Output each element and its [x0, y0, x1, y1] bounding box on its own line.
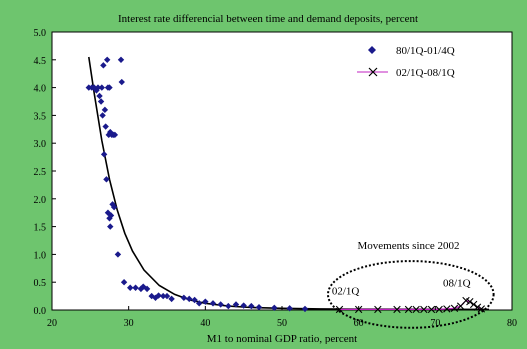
- data-point-series-1: [90, 84, 98, 91]
- legend-label-series-1: 80/1Q-01/4Q: [396, 45, 455, 57]
- data-point-series-1: [106, 84, 113, 91]
- data-point-series-1: [94, 84, 102, 91]
- data-point-series-1: [163, 292, 171, 300]
- data-point-series-1: [96, 92, 103, 100]
- y-tick-label: 2.5: [34, 167, 47, 178]
- x-axis-label: M1 to nominal GDP ratio, percent: [207, 333, 358, 344]
- data-point-series-1: [225, 302, 232, 310]
- y-tick-label: 3.0: [34, 139, 47, 150]
- data-point-series-2: [450, 304, 459, 313]
- legend-marker-x-icon: [368, 67, 378, 77]
- data-point-series-1: [107, 223, 114, 230]
- y-tick-label: 4.5: [34, 56, 47, 67]
- data-point-series-1: [107, 212, 115, 219]
- x-tick-label: 50: [277, 318, 287, 329]
- data-point-series-1: [217, 301, 224, 308]
- x-tick-label: 30: [124, 318, 134, 329]
- data-point-series-1: [102, 123, 109, 130]
- data-point-series-1: [248, 302, 255, 310]
- data-point-series-1: [143, 285, 151, 293]
- data-point-series-1: [301, 305, 309, 313]
- data-point-series-1: [114, 251, 122, 258]
- data-point-series-2: [473, 303, 482, 311]
- annotation-label: 08/1Q: [443, 278, 471, 290]
- data-point-series-2: [443, 305, 451, 313]
- data-point-series-1: [232, 301, 240, 308]
- annotation-label: Movements since 2002: [357, 240, 459, 252]
- annotation-layer: Movements since 2002 02/1Q 08/1Q: [327, 240, 495, 329]
- data-point-series-1: [155, 292, 162, 299]
- data-point-series-2: [374, 305, 382, 314]
- data-point-series-1: [101, 106, 109, 114]
- legend-marker-diamond-icon: [368, 46, 376, 54]
- data-point-series-1: [180, 294, 188, 301]
- data-point-series-1: [118, 78, 125, 86]
- data-point-series-1: [240, 302, 247, 309]
- y-tick-label: 0.0: [34, 306, 47, 317]
- data-point-series-1: [100, 62, 107, 69]
- data-point-series-2: [469, 300, 478, 309]
- data-point-series-2: [393, 305, 401, 314]
- annotation-label: 02/1Q: [332, 285, 360, 297]
- data-point-series-1: [98, 84, 106, 91]
- data-point-series-1: [110, 203, 118, 211]
- data-point-series-2: [435, 305, 443, 314]
- series-layer: [85, 56, 486, 314]
- legend: 80/1Q-01/4Q 02/1Q-08/1Q: [345, 37, 505, 85]
- data-point-series-1: [97, 98, 105, 105]
- y-tick-label: 5.0: [34, 28, 47, 39]
- data-point-series-2: [420, 305, 428, 314]
- data-point-series-1: [168, 295, 175, 303]
- y-tick-label: 1.0: [34, 250, 47, 261]
- legend-box: [345, 37, 505, 85]
- x-tick-label: 80: [507, 318, 517, 329]
- y-tick-label: 4.0: [34, 84, 47, 95]
- data-point-series-1: [152, 294, 159, 301]
- data-point-series-1: [103, 176, 110, 183]
- data-point-series-2: [335, 305, 344, 314]
- y-tick-label: 1.5: [34, 223, 47, 234]
- data-point-series-1: [120, 279, 128, 286]
- data-point-series-2: [427, 305, 436, 314]
- data-point-series-1: [202, 298, 209, 305]
- x-tick-label: 20: [47, 318, 57, 329]
- chart-title: Interest rate differencial between time …: [118, 13, 418, 25]
- y-tick-label: 2.0: [34, 195, 47, 206]
- data-point-series-1: [271, 304, 278, 311]
- data-point-series-1: [132, 284, 139, 291]
- legend-label-series-2: 02/1Q-08/1Q: [396, 67, 455, 79]
- data-point-series-2: [404, 305, 413, 314]
- data-point-series-1: [104, 56, 111, 63]
- data-point-series-1: [127, 284, 134, 291]
- highlight-ellipse: [327, 260, 495, 329]
- data-point-series-1: [186, 295, 193, 303]
- data-point-series-2: [412, 305, 420, 314]
- x-tick-label: 40: [200, 318, 210, 329]
- x-tick-label: 60: [354, 318, 364, 329]
- data-point-series-1: [209, 300, 217, 307]
- data-point-series-1: [99, 112, 106, 119]
- data-point-series-1: [191, 296, 198, 304]
- y-tick-label: 0.5: [34, 278, 47, 289]
- axis-layer: 0.0 0.5 1.0 1.5 2.0 2.5 3.0 3.5 4.0 4.5 5.0 20 30 40 5…: [34, 28, 518, 329]
- data-point-series-1: [286, 305, 293, 312]
- data-point-series-1: [196, 300, 203, 307]
- y-tick-label: 3.5: [34, 111, 47, 122]
- data-point-series-1: [255, 304, 263, 311]
- x-tick-label: 70: [430, 318, 440, 329]
- data-point-series-1: [111, 131, 119, 139]
- data-point-series-1: [117, 56, 125, 63]
- data-point-series-1: [159, 292, 167, 300]
- data-point-series-2: [466, 297, 474, 306]
- data-point-series-1: [100, 151, 108, 158]
